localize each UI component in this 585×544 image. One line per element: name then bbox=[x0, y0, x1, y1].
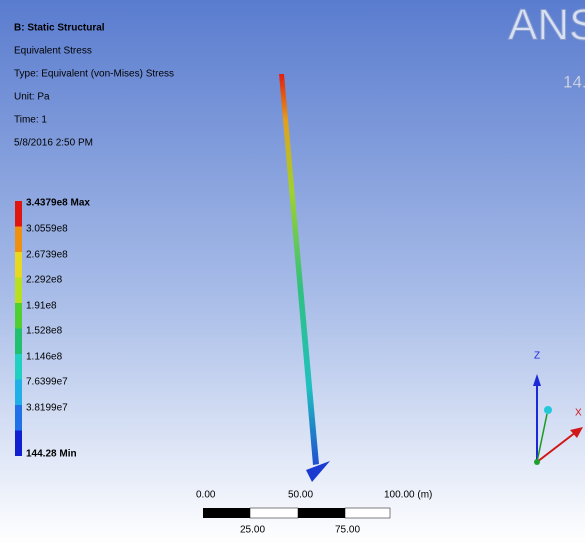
scale-label: 75.00 bbox=[335, 525, 360, 536]
logo-version: 14.0 bbox=[563, 72, 585, 91]
logo-name: ANSYS bbox=[508, 1, 585, 50]
legend-band bbox=[15, 405, 22, 431]
scale-segment bbox=[250, 508, 298, 518]
legend-band bbox=[15, 303, 22, 329]
scale-segment bbox=[298, 508, 345, 518]
triad-origin bbox=[534, 459, 540, 465]
legend-band bbox=[15, 201, 22, 227]
legend-band bbox=[15, 354, 22, 380]
header-line: Equivalent Stress bbox=[14, 46, 92, 57]
scale-label: 25.00 bbox=[240, 525, 265, 536]
legend-band bbox=[15, 227, 22, 253]
legend-label: 3.0559e8 bbox=[26, 224, 68, 235]
legend-label: 144.28 Min bbox=[26, 449, 77, 460]
scale-label: 100.00 (m) bbox=[384, 490, 432, 501]
legend-band bbox=[15, 431, 22, 457]
legend-label: 2.6739e8 bbox=[26, 250, 68, 261]
header-line: 5/8/2016 2:50 PM bbox=[14, 138, 93, 149]
axis-label: Z bbox=[534, 351, 540, 362]
legend-band bbox=[15, 329, 22, 355]
legend-band bbox=[15, 278, 22, 304]
background bbox=[0, 0, 585, 544]
legend-label: 3.4379e8 Max bbox=[26, 198, 90, 209]
triad-ball bbox=[544, 406, 552, 414]
axis-label: X bbox=[575, 408, 582, 419]
legend-band bbox=[15, 252, 22, 278]
legend-label: 7.6399e7 bbox=[26, 377, 68, 388]
header-line: B: Static Structural bbox=[14, 23, 105, 34]
header-line: Time: 1 bbox=[14, 115, 47, 126]
legend-label: 2.292e8 bbox=[26, 275, 63, 286]
header-line: Unit: Pa bbox=[14, 92, 50, 103]
legend-label: 1.91e8 bbox=[26, 301, 57, 312]
viewport: B: Static Structural Equivalent Stress T… bbox=[0, 0, 585, 544]
legend-label: 3.8199e7 bbox=[26, 403, 68, 414]
legend-label: 1.146e8 bbox=[26, 352, 63, 363]
scale-segment bbox=[203, 508, 250, 518]
legend-band bbox=[15, 380, 22, 406]
scale-segment bbox=[345, 508, 390, 518]
header-line: Type: Equivalent (von-Mises) Stress bbox=[14, 69, 174, 80]
scale-label: 50.00 bbox=[288, 490, 313, 501]
legend-label: 1.528e8 bbox=[26, 326, 63, 337]
scale-label: 0.00 bbox=[196, 490, 216, 501]
